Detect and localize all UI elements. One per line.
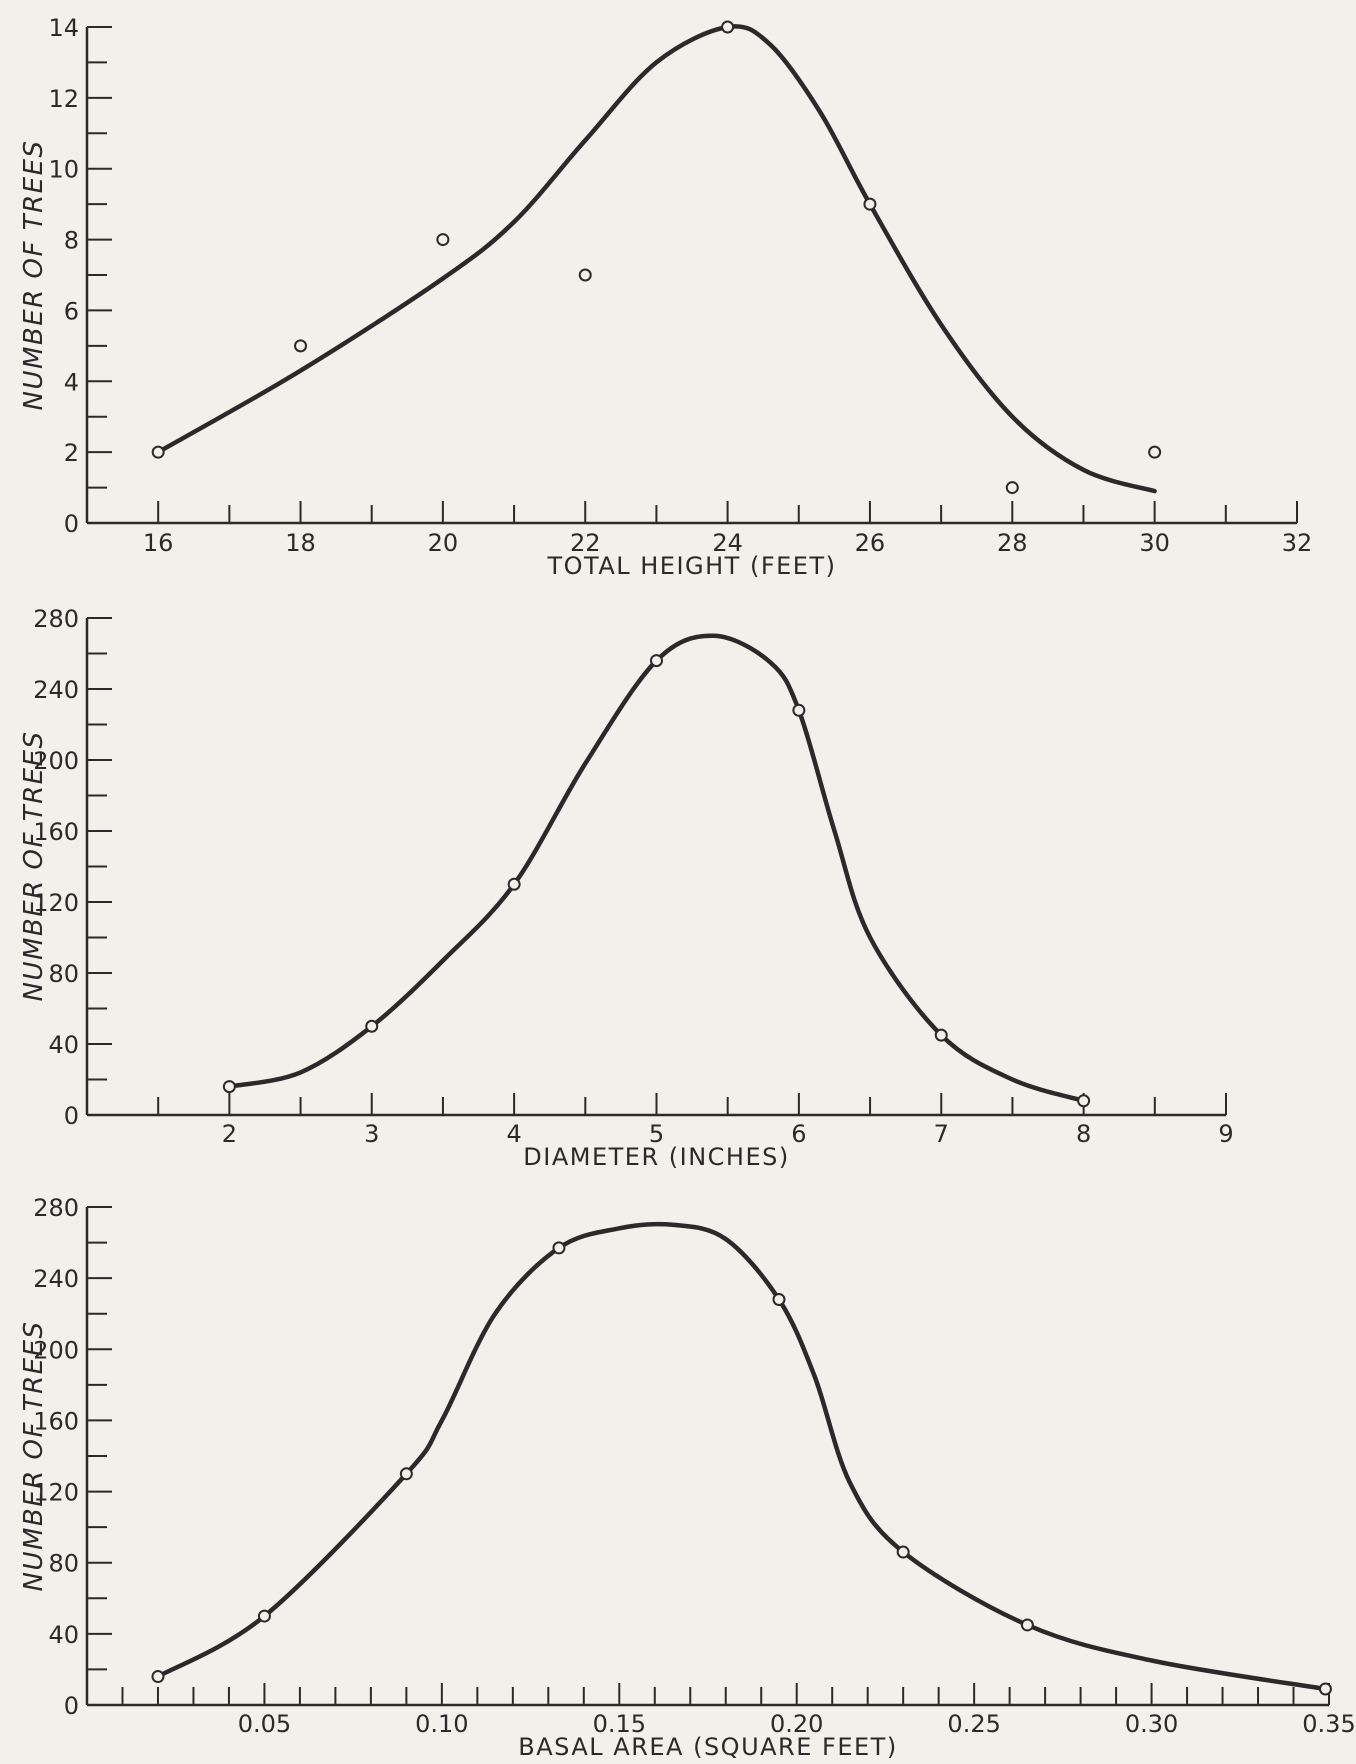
data-point [222, 1080, 236, 1094]
x-tick-label: 0.30 [1125, 1710, 1178, 1738]
fitted-curve [155, 24, 1157, 494]
y-tick-label: 0 [64, 1102, 79, 1130]
data-point [721, 20, 735, 34]
x-tick-label: 9 [1218, 1120, 1233, 1148]
y-tick-label: 120 [33, 1479, 79, 1507]
data-point [1148, 445, 1162, 459]
data-point [552, 1241, 566, 1255]
data-point [257, 1609, 271, 1623]
x-tick-label: 0.20 [770, 1710, 823, 1738]
data-point [1020, 1618, 1034, 1632]
y-axis-label: NUMBER OF TREES [19, 731, 49, 1002]
y-tick-label: 8 [64, 227, 79, 255]
fitted-curve [227, 633, 1086, 1104]
data-point [151, 1670, 165, 1684]
chart-2: 2 3 4 5 6 7 8 9 0 40 80 120 160 200 240 280 DIAMETER (IN… [19, 605, 1234, 1171]
x-tick-label: 20 [428, 529, 459, 557]
x-tick-label: 32 [1282, 529, 1313, 557]
y-tick-label: 80 [48, 1550, 79, 1578]
y-tick-label: 12 [48, 85, 79, 113]
x-tick-label: 7 [934, 1120, 949, 1148]
data-point [792, 703, 806, 717]
x-tick-label: 24 [712, 529, 743, 557]
y-tick-label: 280 [33, 1194, 79, 1222]
y-axis-label: NUMBER OF TREES [19, 140, 49, 411]
x-tick-label: 5 [649, 1120, 664, 1148]
x-tick-label: 16 [143, 529, 174, 557]
x-tick-label: 0.10 [415, 1710, 468, 1738]
data-point [896, 1545, 910, 1559]
data-point [365, 1019, 379, 1033]
y-tick-label: 6 [64, 297, 79, 325]
y-tick-label: 240 [33, 1265, 79, 1293]
y-tick-label: 14 [48, 14, 79, 42]
y-tick-label: 4 [64, 368, 79, 396]
data-point [934, 1028, 948, 1042]
x-axis-label: DIAMETER (INCHES) [523, 1143, 789, 1171]
x-tick-label: 0.35 [1302, 1710, 1355, 1738]
y-axis-label: NUMBER OF TREES [19, 1321, 49, 1592]
data-point [1005, 481, 1019, 495]
data-point [650, 654, 663, 668]
x-tick-label: 28 [997, 529, 1028, 557]
y-tick-label: 160 [33, 1407, 79, 1435]
y-tick-label: 200 [33, 1336, 79, 1364]
y-tick-label: 10 [48, 156, 79, 184]
y-tick-label: 160 [33, 818, 79, 846]
y-tick-label: 240 [33, 676, 79, 704]
data-point [1318, 1682, 1332, 1696]
data-point [578, 268, 592, 282]
x-tick-label: 6 [791, 1120, 806, 1148]
y-tick-label: 40 [48, 1031, 79, 1059]
x-tick-label: 2 [222, 1120, 237, 1148]
x-tick-label: 26 [855, 529, 886, 557]
x-tick-label: 0.25 [947, 1710, 1000, 1738]
data-point [507, 877, 521, 891]
x-tick-label: 0.05 [238, 1710, 291, 1738]
data-point [436, 233, 450, 247]
x-tick-label: 8 [1076, 1120, 1091, 1148]
data-point [294, 339, 308, 353]
y-tick-label: 280 [33, 605, 79, 633]
y-tick-label: 80 [48, 960, 79, 988]
x-tick-label: 0.15 [593, 1710, 646, 1738]
y-tick-label: 200 [33, 747, 79, 775]
data-point [772, 1292, 786, 1306]
x-tick-label: 30 [1139, 529, 1170, 557]
x-axis-label: BASAL AREA (SQUARE FEET) [518, 1733, 897, 1761]
chart-3: 0.05 0.10 0.15 0.20 0.25 0.30 0.35 0 40 80 120 160 2… [19, 1194, 1356, 1761]
fitted-curve [155, 1221, 1328, 1692]
y-tick-label: 40 [48, 1621, 79, 1649]
data-point [399, 1467, 413, 1481]
x-tick-label: 3 [364, 1120, 379, 1148]
y-tick-label: 120 [33, 889, 79, 917]
x-tick-label: 18 [285, 529, 316, 557]
data-point [863, 197, 877, 211]
x-tick-label: 22 [570, 529, 601, 557]
x-tick-label: 4 [506, 1120, 521, 1148]
y-tick-label: 0 [64, 510, 79, 538]
data-point [1077, 1094, 1091, 1108]
y-tick-label: 2 [64, 439, 79, 467]
y-tick-label: 0 [64, 1692, 79, 1720]
data-point [151, 445, 165, 459]
x-axis-label: TOTAL HEIGHT (FEET) [546, 552, 836, 580]
